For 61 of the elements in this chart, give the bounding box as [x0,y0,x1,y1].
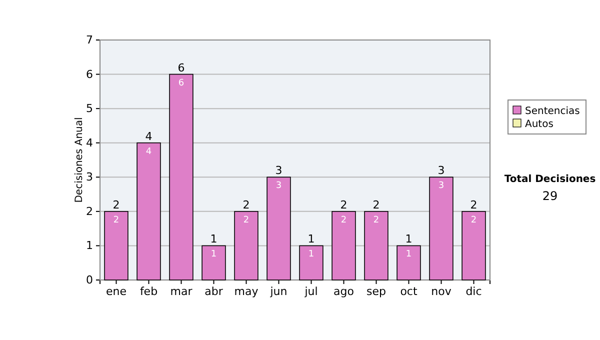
y-tick-label: 1 [86,239,93,252]
total-label: 6 [178,61,185,74]
data-label: 2 [243,215,250,226]
total-label: 3 [438,164,445,178]
data-label: 3 [276,181,282,192]
total-label: 3 [275,164,282,178]
bar [429,176,454,280]
bar [299,245,324,280]
x-tick-label: mar [170,284,193,298]
x-tick-label: ene [106,284,127,298]
total-label: 1 [405,232,412,246]
data-label: 1 [406,250,412,260]
y-tick-label: 3 [86,170,93,184]
text: Total Decisiones [504,174,596,185]
total-label: 1 [308,232,315,246]
bar [136,142,161,280]
bar [364,211,388,280]
bar [169,74,194,280]
bar [104,211,128,280]
total-label: 4 [145,130,152,143]
bar [266,176,291,280]
total-label: 2 [242,198,250,212]
x-tick-label: nov [431,284,452,298]
data-label: 2 [373,215,380,226]
x-tick-label: jul [304,284,318,298]
y-tick-label: 6 [86,68,93,81]
y-tick-label: 4 [86,136,93,150]
x-tick-label: ago [334,284,354,298]
legend-label: Autos [525,119,554,130]
bar [462,211,486,280]
y-tick-label: 5 [86,102,93,116]
data-label: 2 [470,215,477,226]
bar [202,245,226,280]
x-tick-label: abr [204,284,224,298]
x-tick-label: dic [466,284,482,298]
total-label: 2 [340,198,348,212]
y-tick-label: 2 [86,204,93,218]
data-label: 1 [210,250,217,260]
x-tick-label: jun [269,284,288,298]
x-tick-label: sep [366,284,386,298]
bar [396,245,421,280]
data-label: 3 [438,181,444,192]
bar [234,211,258,280]
bar [332,211,356,280]
data-label: 2 [113,215,120,226]
x-tick-label: may [234,284,259,298]
legend-label: Sentencias [525,106,580,117]
x-tick-label: oct [400,284,418,298]
y-axis-title: Decisiones Anual [74,117,85,203]
y-tick-label: 7 [86,34,93,47]
data-label: 2 [340,215,347,226]
data-label: 6 [178,78,184,88]
total-label: 2 [470,198,478,212]
data-label: 4 [146,146,152,157]
total-label: 2 [372,198,380,212]
x-tick-label: feb [140,284,158,298]
total-label: 2 [112,198,120,212]
text: 29 [542,189,558,203]
data-label: 1 [308,250,314,260]
total-label: 1 [210,232,218,246]
y-tick-label: 0 [86,274,93,287]
